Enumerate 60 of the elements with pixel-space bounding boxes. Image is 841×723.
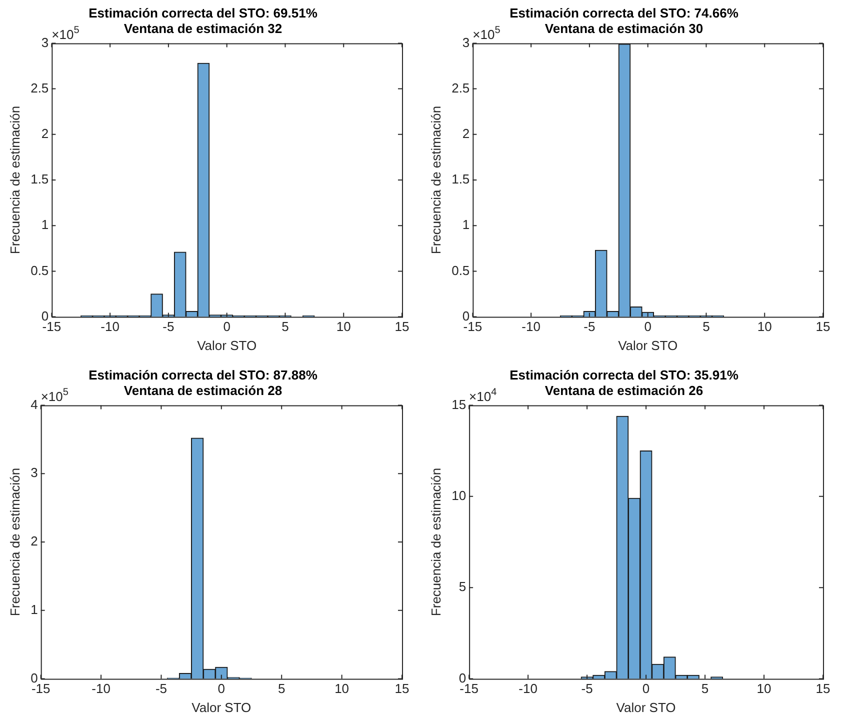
y-tick-label: 15: [452, 396, 466, 412]
x-tick-label: -10: [100, 319, 120, 334]
x-tick-label: 5: [282, 319, 289, 334]
y-axis-title: Frecuencia de estimación: [7, 106, 22, 254]
y-tick-label: 2: [462, 126, 470, 141]
y-tick-label: 1: [30, 602, 38, 617]
x-axis-title: Valor STO: [197, 338, 257, 353]
y-tick-label: 4: [30, 396, 38, 412]
y-tick-label: 1: [462, 217, 470, 232]
x-tick-label: -5: [162, 319, 174, 334]
x-tick-label: -5: [155, 681, 167, 696]
chart-title: Estimación correcta del STO: 74.66%: [510, 5, 739, 20]
y-tick-label: 10: [452, 488, 466, 503]
y-axis-title: Frecuencia de estimación: [7, 468, 22, 616]
y-tick-label: 0.5: [452, 262, 470, 278]
chart-subtitle: Ventana de estimación 30: [544, 20, 704, 36]
chart-title: Estimación correcta del STO: 69.51%: [88, 5, 318, 20]
x-tick-label: 0: [644, 319, 652, 334]
x-tick-label: 15: [394, 319, 410, 334]
x-tick-label: 5: [278, 681, 286, 696]
y-tick-label: 2: [41, 126, 49, 141]
x-tick-label: -10: [522, 319, 540, 334]
x-axis-title: Valor STO: [618, 338, 678, 353]
y-axis-title: Frecuencia de estimación: [428, 106, 444, 254]
x-tick-label: 15: [394, 681, 410, 696]
y-tick-label: 2.5: [30, 80, 49, 96]
x-tick-label: -10: [92, 681, 110, 696]
chart-subtitle: Ventana de estimación 32: [124, 20, 282, 36]
y-axis-title: Frecuencia de estimación: [428, 468, 444, 616]
y-tick-label: 3: [462, 34, 470, 50]
y-tick-label: 0: [30, 670, 38, 686]
x-tick-label: 10: [334, 681, 350, 696]
x-tick-label: 10: [756, 681, 772, 696]
y-tick-label: 3: [30, 465, 38, 480]
y-tick-label: 1.5: [30, 172, 49, 187]
x-tick-label: 0: [218, 681, 226, 696]
x-tick-label: 10: [757, 319, 772, 334]
x-tick-label: 0: [223, 319, 230, 334]
y-tick-label: 1: [41, 217, 49, 232]
y-tick-label: 2.5: [452, 80, 470, 96]
x-axis-title: Valor STO: [192, 700, 252, 715]
chart-subtitle: Ventana de estimación 26: [544, 382, 704, 398]
chart-title: Estimación correcta del STO: 35.91%: [510, 367, 739, 382]
chart-title: Estimación correcta del STO: 87.88%: [88, 367, 318, 382]
y-tick-label: 3: [41, 34, 49, 50]
x-axis-title: Valor STO: [616, 700, 676, 715]
y-tick-label: 2: [30, 534, 38, 549]
chart-subtitle: Ventana de estimación 28: [124, 382, 282, 398]
x-tick-label: -5: [584, 319, 596, 334]
y-tick-label: 0.5: [30, 262, 49, 278]
x-tick-label: 10: [336, 319, 351, 334]
x-tick-label: 5: [702, 319, 710, 334]
y-tick-label: 1.5: [452, 172, 470, 187]
x-tick-label: 15: [816, 319, 830, 334]
x-tick-label: -10: [518, 681, 538, 696]
x-tick-label: 15: [816, 681, 830, 696]
x-tick-label: 5: [701, 681, 709, 696]
x-tick-label: -5: [581, 681, 593, 696]
y-tick-label: 5: [458, 579, 466, 594]
x-tick-label: 0: [642, 681, 650, 696]
